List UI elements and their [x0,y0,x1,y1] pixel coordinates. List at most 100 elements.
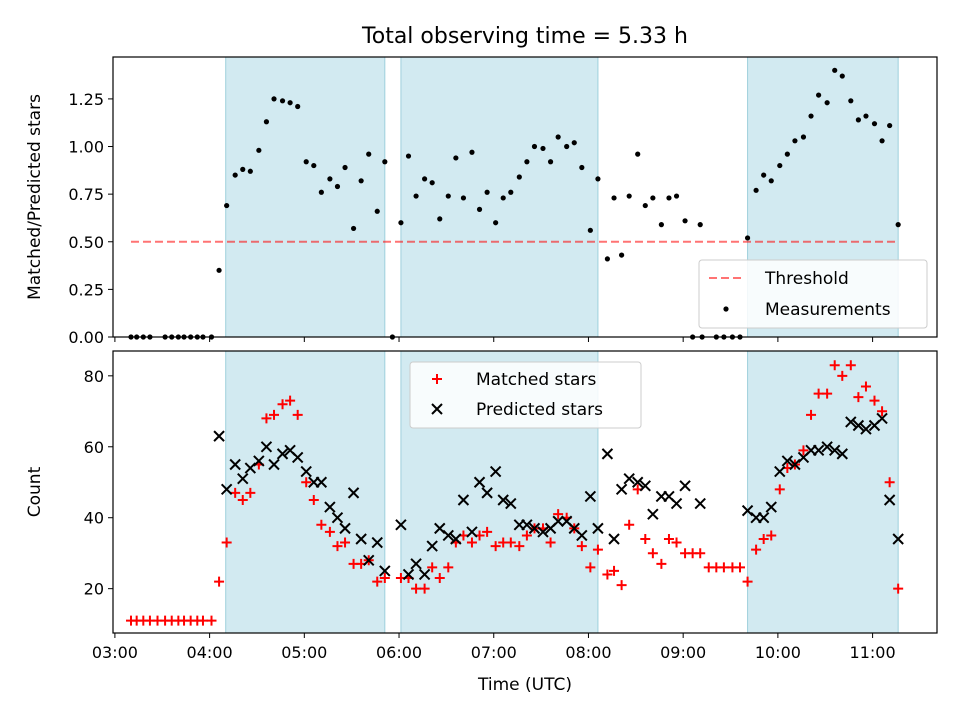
predicted-star-point [315,476,328,488]
predicted-star-point [402,568,415,581]
matched-star-point [427,562,438,573]
measurement-point [366,151,372,157]
measurement-point [824,100,830,106]
matched-star-point [332,541,343,552]
measurement-point [555,134,561,140]
y-tick-label: 0.00 [68,328,104,347]
predicted-star-point [592,522,604,535]
measurement-point [263,119,270,125]
measurement-point [484,189,490,195]
y-tick-label: 80 [84,367,104,386]
measurement-point [453,155,459,161]
matched-star-point [758,534,769,544]
predicted-star-point [276,448,289,460]
legend-matched-swatch [432,374,442,384]
matched-star-point [798,445,809,456]
measurement-point [350,225,357,232]
legend-box [698,259,928,329]
observing-interval-band [400,56,599,338]
matched-star-point [609,565,620,576]
predicted-star-point [347,487,360,499]
measurement-point [571,140,577,146]
x-tick-label: 11:00 [850,643,896,662]
matched-star-point [813,388,824,399]
predicted-star-point [774,465,786,478]
predicted-star-point [892,533,904,545]
matched-star-point [301,477,312,488]
predicted-star-point [528,522,541,535]
measurement-point [287,100,293,106]
measurement-point [405,153,412,159]
figure-title: Total observing time = 5.33 h [361,24,688,49]
measurement-point [342,164,348,171]
matched-star-point [324,526,335,537]
measurement-point [493,220,499,226]
measurement-point [437,216,443,222]
measurement-point [469,149,475,155]
x-tick-label: 10:00 [755,643,801,662]
predicted-star-point [395,519,407,531]
measurement-point [382,159,388,165]
measurement-point [327,176,333,182]
matched-star-point [884,477,895,488]
predicted-star-point [670,497,683,510]
measurement-point [682,218,688,224]
predicted-star-point [497,494,509,506]
predicted-star-point [679,480,691,492]
measurement-point [768,178,774,184]
matched-star-point [261,413,272,424]
predicted-star-point [339,522,351,535]
predicted-star-point [220,483,233,496]
measurement-point [792,138,798,144]
matched-star-point [277,399,288,410]
legend-measurements-swatch [723,306,729,312]
measurement-point [413,193,419,199]
measurement-point [374,208,380,214]
matched-star-point [340,537,351,548]
measurement-point [579,164,585,171]
predicted-star-point [647,508,659,520]
matched-star-point [774,484,785,495]
y-axis-label: Matched/Predicted stars [25,94,45,300]
measurement-point [650,195,656,201]
matched-star-point [616,580,627,591]
measurement-point [761,172,767,178]
measurement-point [516,174,522,180]
predicted-star-point [481,487,493,499]
measurement-point [460,195,467,201]
matched-star-point [553,509,564,520]
measurement-point [887,122,893,129]
matched-star-point [592,544,603,555]
measurement-point [832,67,838,73]
predicted-star-point [552,515,564,527]
measurement-point [879,138,885,144]
matched-star-point [482,526,493,537]
measurement-point [240,166,246,172]
predicted-star-point [466,526,478,538]
predicted-star-point [300,465,312,478]
matched-star-point [695,548,706,559]
measurement-point [232,172,238,178]
x-tick-label: 09:00 [660,643,706,662]
predicted-star-point [355,533,367,545]
predicted-star-point [584,490,597,503]
matched-star-point [671,537,682,548]
matched-star-point [742,576,753,587]
measurement-point [303,159,309,165]
measurement-point [256,147,262,153]
matched-star-point [285,395,296,406]
matched-star-point [292,409,303,420]
x-tick-label: 07:00 [471,643,517,662]
matched-star-point [221,537,232,548]
predicted-star-point [473,476,486,488]
predicted-star-point [253,455,265,467]
matched-star-point [845,360,856,371]
predicted-star-point [324,501,336,513]
y-tick-label: 60 [84,438,104,457]
measurement-point [540,145,546,152]
y-tick-label: 40 [84,509,104,528]
measurement-point [635,151,641,157]
predicted-star-point [363,554,375,566]
matched-star-point [237,494,248,505]
measurement-point [871,121,878,127]
